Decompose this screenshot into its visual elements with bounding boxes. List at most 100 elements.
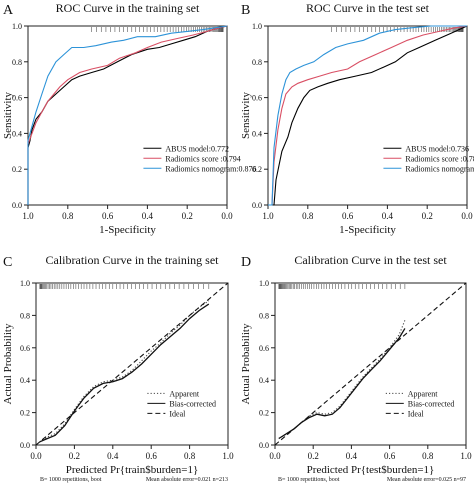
x-tick-label: 0.0 (269, 451, 281, 461)
footnote-right: Mean absolute error=0.025 n=97 (387, 477, 466, 483)
calibration-line-radiomics-score- (268, 25, 468, 206)
y-tick-label: 0.8 (12, 58, 22, 67)
y-tick-label: 0.8 (20, 311, 30, 320)
plot-area (274, 282, 467, 446)
x-tick-label: 0.2 (69, 451, 80, 461)
y-axis-label: Sensitivity (240, 91, 252, 139)
x-tick-label: 0.2 (182, 211, 193, 221)
legend-entry: Bias-corrected (408, 399, 455, 408)
x-tick-label: 0.4 (382, 211, 394, 221)
x-tick-label: 0.4 (142, 211, 154, 221)
x-tick-label: 0.0 (221, 211, 233, 221)
x-tick-label: 0.4 (107, 451, 119, 461)
x-tick-label: 0.6 (342, 211, 354, 221)
x-axis-label: 1-Specificity (99, 224, 156, 236)
x-axis-label: Predicted Pr{test$burden=1} (307, 464, 435, 476)
chart-title: Calibration Curve in the test set (294, 253, 447, 267)
legend-entry: ABUS model:0.736 (405, 144, 469, 153)
y-tick-label: 0.2 (20, 409, 30, 418)
footnote-right: Mean absolute error=0.021 n=213 (146, 477, 228, 483)
y-tick-label: 0.0 (259, 441, 269, 450)
x-tick-label: 1.0 (262, 211, 274, 221)
y-tick-label: 1.0 (259, 279, 269, 288)
x-tick-label: 0.0 (461, 211, 473, 221)
footnote-left: B= 1000 repetitions, boot (278, 477, 340, 483)
x-axis-label: Predicted Pr{train$burden=1} (66, 464, 199, 476)
plot-area (267, 25, 468, 206)
x-tick-label: 0.8 (184, 451, 196, 461)
y-axis-label: Sensitivity (2, 91, 14, 139)
calibration-line-radiomics-score- (27, 25, 228, 205)
calibration-line-radiomics-nomogram- (27, 25, 228, 205)
y-tick-label: 1.0 (20, 279, 30, 288)
calibration-line-abus-model- (27, 25, 228, 205)
x-axis-label: 1-Specificity (339, 224, 396, 236)
calibration-line-apparent (39, 300, 210, 443)
chart-panel-d: D Calibration Curve in the test set 0.0 0.2… (240, 253, 472, 483)
legend-entry: Radiomics score :0.789 (405, 154, 474, 163)
legend-entry: Ideal (169, 409, 186, 418)
y-axis-label: Actual Probability (2, 323, 14, 404)
calibration-line-bias-corrected (39, 303, 210, 443)
panel-label: D (241, 255, 251, 270)
plot-area (35, 282, 229, 446)
calibration-line-ideal (274, 282, 467, 446)
x-tick-label: 0.2 (308, 451, 319, 461)
y-tick-label: 0.6 (252, 94, 262, 103)
x-tick-label: 0.0 (30, 451, 42, 461)
x-tick-label: 0.2 (422, 211, 433, 221)
chart-panel-c: C Calibration Curve in the training set 0.… (2, 253, 234, 483)
calibration-line-abus-model- (268, 25, 468, 206)
legend-entry: Bias-corrected (169, 399, 216, 408)
y-tick-label: 1.0 (252, 22, 262, 31)
chart-panel-b: B ROC Curve in the test set 0.0 0.2 0.4 0.6 0.… (240, 1, 474, 236)
legend-entry: Ideal (408, 409, 425, 418)
x-tick-label: 0.8 (302, 211, 314, 221)
y-axis-label: Actual Probability (240, 323, 252, 404)
y-tick-label: 0.6 (20, 344, 30, 353)
y-tick-label: 0.2 (12, 165, 22, 174)
legend-entry: Apparent (169, 389, 200, 398)
footnote-left: B= 1000 repetitions, boot (40, 477, 102, 483)
calibration-line-ideal (35, 282, 229, 446)
y-tick-label: 0.6 (259, 344, 269, 353)
y-tick-label: 0.6 (12, 94, 22, 103)
x-tick-label: 0.4 (346, 451, 358, 461)
y-tick-label: 0.8 (259, 311, 269, 320)
panel-label: A (3, 3, 14, 18)
plot-area (27, 25, 228, 206)
y-tick-label: 0.4 (252, 129, 262, 138)
x-tick-label: 0.6 (102, 211, 114, 221)
calibration-line-radiomics-nomogram- (268, 25, 467, 206)
y-tick-label: 0.0 (252, 201, 262, 210)
chart-title: ROC Curve in the test set (306, 1, 430, 15)
x-tick-label: 0.6 (146, 451, 158, 461)
y-tick-label: 0.0 (12, 201, 22, 210)
legend-entry: Radiomics nomogram:0.876 (165, 164, 256, 173)
chart-panel-a: A ROC Curve in the training set 0.0 0.2 0.4 0… (2, 1, 257, 236)
y-tick-label: 0.2 (252, 165, 262, 174)
y-tick-label: 0.4 (259, 376, 269, 385)
panel-label: C (3, 255, 12, 270)
x-tick-label: 1.0 (460, 451, 472, 461)
legend-entry: Apparent (408, 389, 439, 398)
y-tick-label: 0.8 (252, 58, 262, 67)
y-tick-label: 0.4 (20, 376, 30, 385)
x-tick-label: 0.8 (422, 451, 434, 461)
chart-title: Calibration Curve in the training set (46, 253, 220, 267)
x-tick-label: 0.8 (62, 211, 74, 221)
x-tick-label: 1.0 (22, 211, 34, 221)
calibration-line-apparent (278, 320, 406, 439)
y-tick-label: 0.0 (20, 441, 30, 450)
x-tick-label: 0.6 (384, 451, 396, 461)
panel-label: B (241, 3, 250, 18)
legend-entry: ABUS model:0.772 (165, 144, 229, 153)
y-tick-label: 0.4 (12, 129, 22, 138)
y-tick-label: 0.2 (259, 409, 269, 418)
x-tick-label: 1.0 (222, 451, 234, 461)
y-tick-label: 1.0 (12, 22, 22, 31)
legend-entry: Radiomics nomogram:0.851 (405, 164, 474, 173)
chart-title: ROC Curve in the training set (56, 1, 200, 15)
legend-entry: Radiomics score :0.794 (165, 154, 240, 163)
